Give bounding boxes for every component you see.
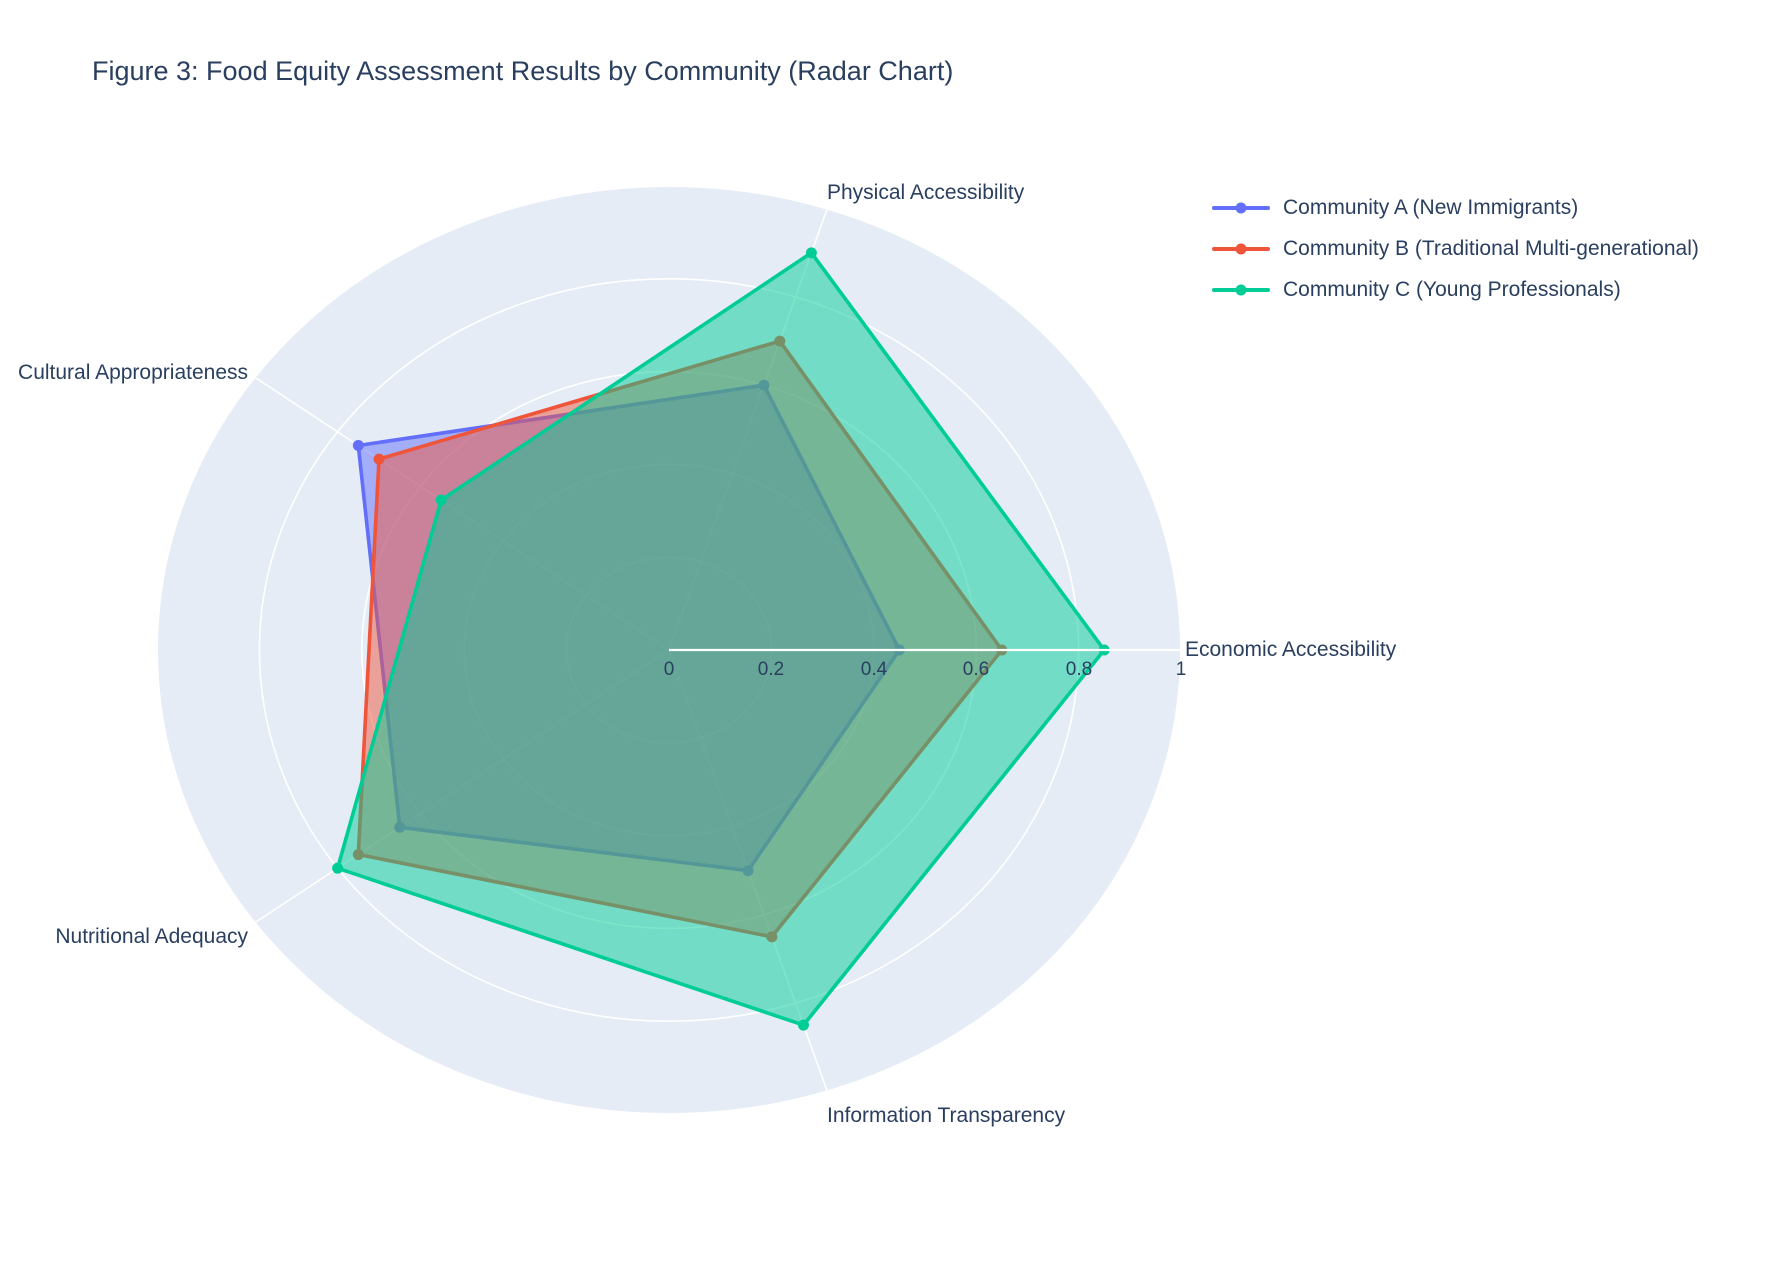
series-marker-0	[352, 439, 364, 451]
series-marker-2	[797, 1019, 809, 1031]
legend-swatch-community-b	[1212, 243, 1270, 254]
axis-label-cultural-appropriateness: Cultural Appropriateness	[18, 361, 248, 384]
radial-tick-0: 0	[663, 659, 675, 680]
axis-label-physical-accessibility: Physical Accessibility	[827, 181, 1025, 204]
legend-swatch-community-c	[1212, 284, 1270, 295]
legend-label-community-c: Community C (Young Professionals)	[1283, 277, 1621, 301]
legend-item-community-a[interactable]: Community A (New Immigrants)	[1212, 187, 1699, 228]
legend-item-community-b[interactable]: Community B (Traditional Multi-generatio…	[1212, 228, 1699, 269]
legend-dot-icon	[1235, 202, 1247, 213]
series-marker-2	[805, 247, 817, 259]
figure-title: Figure 3: Food Equity Assessment Results…	[92, 56, 954, 86]
radial-tick-1: 1	[1175, 659, 1187, 680]
radial-tick-0-2: 0.2	[757, 659, 785, 680]
legend-label-community-b: Community B (Traditional Multi-generatio…	[1283, 236, 1699, 260]
legend-label-community-a: Community A (New Immigrants)	[1283, 195, 1579, 219]
legend-item-community-c[interactable]: Community C (Young Professionals)	[1212, 269, 1699, 310]
axis-label-information-transparency: Information Transparency	[827, 1104, 1066, 1127]
series-marker-2	[435, 494, 447, 506]
axis-label-economic-accessibility: Economic Accessibility	[1185, 638, 1397, 661]
legend-dot-icon	[1235, 243, 1247, 254]
radial-tick-0-8: 0.8	[1065, 659, 1093, 680]
legend-swatch-community-a	[1212, 202, 1270, 213]
radial-tick-0-4: 0.4	[860, 659, 888, 680]
legend-dot-icon	[1235, 284, 1247, 295]
series-polygon-2	[335, 251, 1106, 1027]
legend: Community A (New Immigrants) Community B…	[1212, 187, 1699, 310]
axis-label-nutritional-adequacy: Nutritional Adequacy	[55, 925, 248, 948]
series-marker-1	[373, 453, 385, 465]
radial-tick-0-6: 0.6	[962, 659, 990, 680]
series-marker-2	[332, 862, 344, 874]
